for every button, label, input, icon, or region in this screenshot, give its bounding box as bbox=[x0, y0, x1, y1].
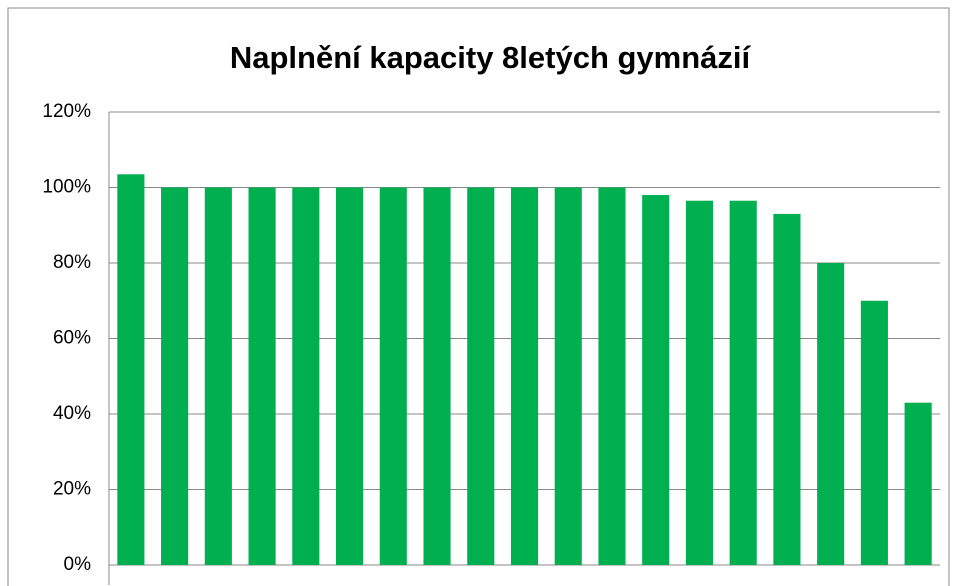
y-tick-label: 0% bbox=[64, 554, 92, 575]
bar bbox=[292, 187, 320, 565]
chart-title: Naplnění kapacity 8letých gymnázií bbox=[230, 40, 752, 75]
y-tick-label: 60% bbox=[53, 328, 91, 349]
y-tick-label: 100% bbox=[42, 177, 91, 198]
bar bbox=[161, 187, 189, 565]
bar bbox=[423, 187, 451, 565]
bar bbox=[379, 187, 407, 565]
bar bbox=[729, 200, 757, 565]
bar bbox=[467, 187, 495, 565]
bar bbox=[642, 195, 670, 566]
bar bbox=[904, 402, 932, 565]
bar bbox=[817, 263, 845, 565]
y-tick-label: 120% bbox=[42, 101, 91, 122]
y-tick-label: 20% bbox=[53, 479, 91, 500]
y-tick-label: 80% bbox=[53, 252, 91, 273]
bar bbox=[554, 187, 582, 565]
bar bbox=[685, 200, 714, 565]
bar bbox=[860, 300, 888, 565]
bar bbox=[117, 174, 145, 565]
bar bbox=[248, 187, 276, 565]
bar bbox=[598, 187, 626, 565]
bar bbox=[335, 187, 364, 565]
bar bbox=[204, 187, 232, 565]
y-tick-label: 40% bbox=[53, 403, 91, 424]
bar bbox=[773, 213, 801, 566]
bar bbox=[510, 187, 539, 565]
